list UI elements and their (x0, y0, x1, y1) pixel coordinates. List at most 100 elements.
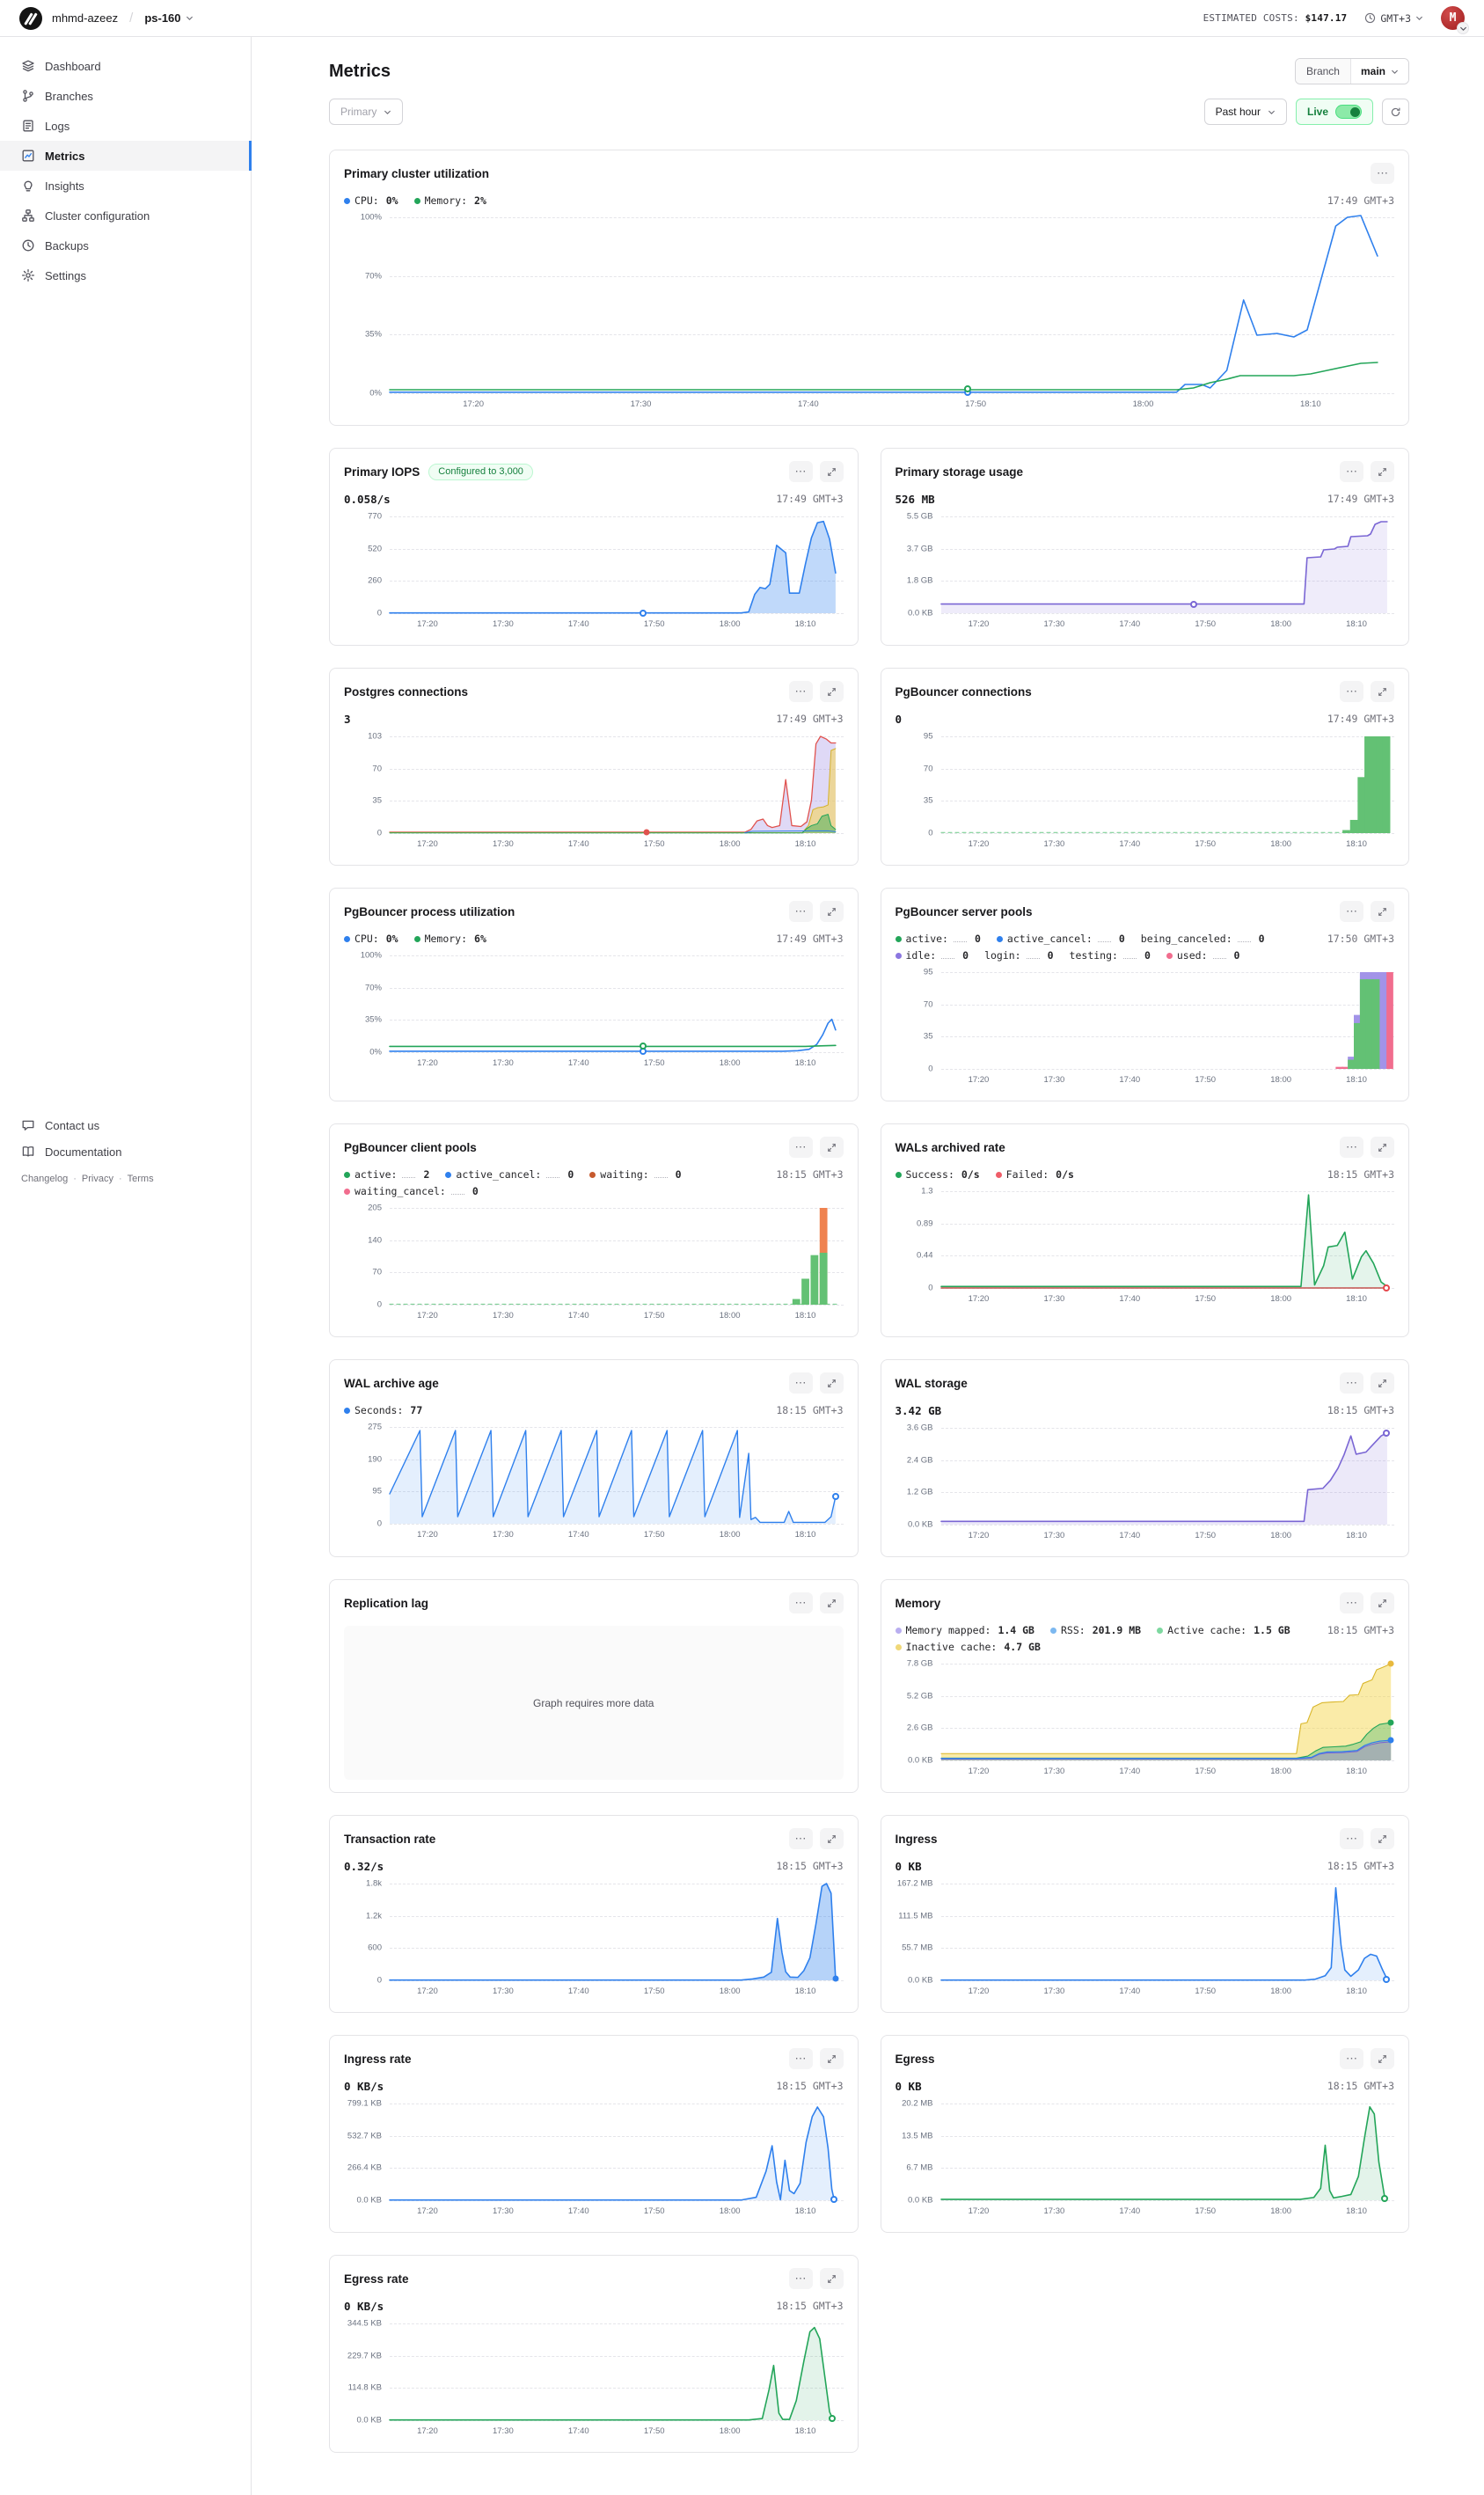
card-menu-button[interactable]: ⋯ (788, 2268, 813, 2289)
x-axis: 17:20 17:30 17:40 17:50 18:00 18:10 (390, 2206, 844, 2220)
plot-area[interactable] (941, 1428, 1394, 1526)
x-tick-label: 18:00 (719, 619, 741, 629)
card-expand-button[interactable] (1371, 1137, 1394, 1158)
card-expand-button[interactable] (1371, 1592, 1394, 1613)
legal-link-privacy[interactable]: Privacy (81, 1174, 113, 1184)
card-menu-button[interactable]: ⋯ (1340, 901, 1363, 922)
card-expand-button[interactable] (1371, 681, 1394, 702)
sidebar-item-cluster-configuration[interactable]: Cluster configuration (0, 201, 251, 230)
legal-link-changelog[interactable]: Changelog (21, 1174, 69, 1184)
plot-area[interactable] (940, 972, 1394, 1070)
card-replication-lag: Replication lag ⋯ Graph requires more data (329, 1579, 859, 1793)
plot-area[interactable] (941, 736, 1394, 834)
card-expand-button[interactable] (819, 1828, 844, 1849)
card-expand-button[interactable] (819, 901, 844, 922)
chevron-down-icon (1268, 108, 1276, 116)
card-expand-button[interactable] (1371, 901, 1394, 922)
x-tick-label: 17:50 (643, 839, 665, 849)
plot-area[interactable] (941, 516, 1394, 614)
plot-area[interactable] (390, 217, 1394, 396)
card-menu-button[interactable]: ⋯ (1340, 1828, 1363, 1849)
live-toggle[interactable] (1335, 105, 1362, 119)
legal-link-terms[interactable]: Terms (127, 1174, 154, 1184)
card-expand-button[interactable] (819, 681, 844, 702)
sidebar-item-branches[interactable]: Branches (0, 81, 251, 111)
plot-area[interactable] (390, 1427, 844, 1525)
x-tick-label: 18:10 (1346, 839, 1367, 849)
breadcrumb-org[interactable]: mhmd-azeez (52, 11, 119, 25)
x-tick-label: 18:10 (794, 2206, 816, 2216)
card-expand-button[interactable] (819, 1372, 844, 1394)
sidebar-item-dashboard[interactable]: Dashboard (0, 51, 251, 81)
gridline (940, 1191, 1394, 1192)
card-expand-button[interactable] (1371, 1372, 1394, 1394)
card-menu-button[interactable]: ⋯ (788, 461, 813, 482)
chart-timestamp: 17:49 GMT+3 (1327, 713, 1394, 725)
card-menu-button[interactable]: ⋯ (788, 1372, 813, 1394)
card-menu-button[interactable]: ⋯ (1340, 2048, 1363, 2069)
card-menu-button[interactable]: ⋯ (1340, 461, 1363, 482)
y-tick-label: 1.3 (921, 1186, 933, 1196)
sidebar-item-backups[interactable]: Backups (0, 230, 251, 260)
refresh-button[interactable] (1382, 99, 1409, 125)
sidebar-link-contact-us[interactable]: Contact us (21, 1112, 230, 1138)
card-expand-button[interactable] (1371, 461, 1394, 482)
card-menu-button[interactable]: ⋯ (1340, 1137, 1363, 1158)
card-menu-button[interactable]: ⋯ (788, 1592, 813, 1613)
plot-area[interactable] (390, 516, 844, 617)
plot-area[interactable] (390, 1884, 844, 1982)
gridline (940, 2135, 1394, 2137)
plot-area[interactable] (390, 2104, 844, 2203)
settings-icon (21, 268, 35, 282)
card-menu-button[interactable]: ⋯ (788, 681, 813, 702)
cluster-select[interactable]: Primary (329, 99, 404, 125)
chevron-down-icon (186, 14, 194, 22)
card-expand-button[interactable] (819, 2268, 844, 2289)
card-menu-button[interactable]: ⋯ (788, 1828, 813, 1849)
plot-area[interactable] (390, 2323, 844, 2423)
timezone-selector[interactable]: GMT+3 (1364, 12, 1423, 25)
plot-area[interactable] (941, 1884, 1394, 1983)
card-menu-button[interactable]: ⋯ (788, 1137, 813, 1158)
sidebar-link-documentation[interactable]: Documentation (21, 1138, 230, 1165)
card-expand-button[interactable] (819, 1592, 844, 1613)
card-menu-button[interactable]: ⋯ (1340, 1592, 1363, 1613)
card-menu-button[interactable]: ⋯ (1340, 1372, 1363, 1394)
card-expand-button[interactable] (819, 461, 844, 482)
breadcrumb-project[interactable]: ps-160 (144, 11, 193, 25)
card-expand-button[interactable] (1371, 1828, 1394, 1849)
card-menu-button[interactable]: ⋯ (788, 2048, 813, 2069)
legend-item: active: 2 (344, 1168, 429, 1181)
sidebar-item-insights[interactable]: Insights (0, 171, 251, 201)
sidebar-item-metrics[interactable]: Metrics (0, 141, 252, 171)
x-tick-label: 17:30 (1043, 1075, 1065, 1085)
x-tick-label: 18:00 (719, 839, 741, 849)
sidebar-item-settings[interactable]: Settings (0, 260, 251, 290)
sidebar-item-logs[interactable]: Logs (0, 111, 251, 141)
legend-dot (589, 1171, 596, 1178)
plot-area[interactable] (390, 955, 844, 1055)
live-toggle-button[interactable]: Live (1295, 99, 1373, 125)
card-expand-button[interactable] (819, 2048, 844, 2069)
plot-area[interactable] (940, 2104, 1394, 2202)
avatar[interactable]: M (1441, 6, 1469, 34)
card-expand-button[interactable] (1371, 2048, 1394, 2069)
card-menu-button[interactable]: ⋯ (788, 901, 813, 922)
branch-selector[interactable]: Branch main (1294, 58, 1409, 84)
point-marker (829, 2415, 837, 2423)
card-menu-button[interactable]: ⋯ (1340, 681, 1363, 702)
plot-area[interactable] (941, 1660, 1394, 1761)
card-expand-button[interactable] (819, 1137, 844, 1158)
legend-dot (1166, 952, 1173, 959)
planetscale-logo[interactable] (19, 6, 42, 30)
legend-item: Success: 0/s (895, 1168, 980, 1181)
plot-area[interactable] (940, 1191, 1394, 1291)
card-menu-button[interactable]: ⋯ (1371, 163, 1394, 184)
plot-area[interactable] (390, 736, 844, 836)
card-header: Primary storage usage ⋯ (896, 461, 1394, 482)
y-tick-label: 0.0 KB (907, 1519, 933, 1530)
x-tick-label: 17:20 (417, 1986, 438, 1996)
plot-area[interactable] (390, 1208, 844, 1306)
time-range-select[interactable]: Past hour (1203, 99, 1287, 125)
x-tick-label: 17:40 (567, 2426, 589, 2436)
